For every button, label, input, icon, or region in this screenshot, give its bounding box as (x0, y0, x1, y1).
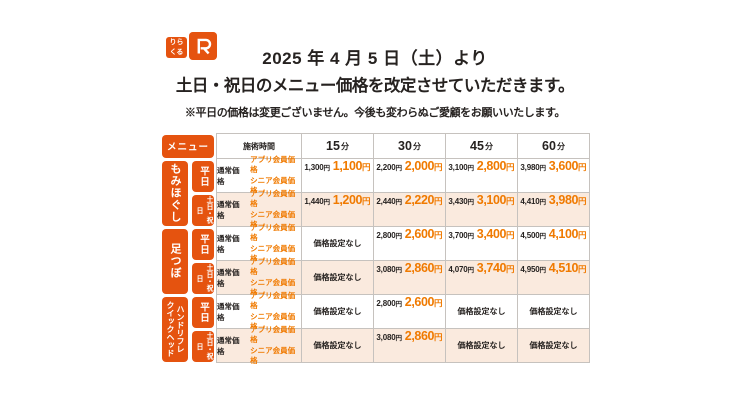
duration-header: 45 分 (446, 133, 518, 159)
price-type-label: 通常価格 アプリ会員価格 シニア会員価格 (216, 325, 302, 365)
announcement-note: ※平日の価格は変更ございません。今後も変わらぬご愛顧をお願いいたします。 (184, 107, 566, 119)
price-table: メニュー 施術時間 15 分 30 分 45 分 60 分もみほぐし 平日 通常価格 アプリ会員価格 シニ… (160, 133, 590, 365)
treatment-time-header: 施術時間 (216, 133, 302, 159)
price-cell: 3,080円 2,860円 (374, 261, 446, 295)
price-cell: 1,440円 1,200円 (302, 193, 374, 227)
price-cell: 4,410円 3,980円 (518, 193, 590, 227)
price-cell: 3,080円 2,860円 (374, 329, 446, 363)
price-type-label: 通常価格 アプリ会員価格 シニア会員価格 (216, 155, 302, 195)
price-cell: 4,500円 4,100円 (518, 227, 590, 261)
day-badge: 平日 (192, 296, 214, 328)
duration-header: 15 分 (302, 133, 374, 159)
price-cell: 3,430円 3,100円 (446, 193, 518, 227)
price-cell: 2,440円 2,220円 (374, 193, 446, 227)
logo-kana-line2: くる (169, 48, 184, 56)
no-price-cell: 価格設定なし (302, 329, 374, 363)
day-badge: 平日 (192, 160, 214, 192)
day-badge: 平日 (192, 228, 214, 260)
price-cell: 1,300円 1,100円 (302, 159, 374, 193)
price-cell: 3,700円 3,400円 (446, 227, 518, 261)
day-badge: 土日・祝日 (192, 330, 214, 362)
announcement-date: 2025 年 4 月 5 日（土）より (262, 49, 488, 68)
announcement-page: りら くる 2025 年 4 月 5 日（土）より 土日・祝日のメニュー価格を改… (160, 0, 590, 120)
price-type-label: 通常価格 アプリ会員価格 シニア会員価格 (216, 223, 302, 263)
duration-header: 60 分 (518, 133, 590, 159)
rirakuru-logo: りら くる (166, 32, 217, 60)
menu-badge: メニュー (162, 134, 214, 158)
service-badge: ハンドリフレ クイックヘッド (162, 296, 188, 362)
no-price-cell: 価格設定なし (446, 329, 518, 363)
no-price-cell: 価格設定なし (518, 329, 590, 363)
logo-r-mark-icon (189, 32, 217, 60)
price-cell: 4,070円 3,740円 (446, 261, 518, 295)
day-badge: 土日・祝日 (192, 262, 214, 294)
price-type-label: 通常価格 アプリ会員価格 シニア会員価格 (216, 291, 302, 331)
announcement-titles: 2025 年 4 月 5 日（土）より 土日・祝日のメニュー価格を改定させていた… (160, 30, 590, 120)
price-type-label: 通常価格 アプリ会員価格 シニア会員価格 (216, 257, 302, 297)
logo-kana-line1: りら (169, 39, 184, 47)
price-cell: 3,100円 2,800円 (446, 159, 518, 193)
logo-kana-block: りら くる (166, 37, 187, 58)
announcement-title: 土日・祝日のメニュー価格を改定させていただきます。 (175, 77, 575, 95)
price-cell: 4,950円 4,510円 (518, 261, 590, 295)
price-cell: 2,800円 2,600円 (374, 227, 446, 261)
no-price-cell: 価格設定なし (446, 295, 518, 329)
price-cell: 3,980円 3,600円 (518, 159, 590, 193)
price-cell: 2,800円 2,600円 (374, 295, 446, 329)
duration-header: 30 分 (374, 133, 446, 159)
service-badge: 足つぼ (162, 228, 188, 294)
no-price-cell: 価格設定なし (302, 295, 374, 329)
day-badge: 土日・祝日 (192, 194, 214, 226)
price-cell: 2,200円 2,000円 (374, 159, 446, 193)
service-badge: もみほぐし (162, 160, 188, 226)
no-price-cell: 価格設定なし (302, 261, 374, 295)
no-price-cell: 価格設定なし (518, 295, 590, 329)
price-type-label: 通常価格 アプリ会員価格 シニア会員価格 (216, 189, 302, 229)
no-price-cell: 価格設定なし (302, 227, 374, 261)
